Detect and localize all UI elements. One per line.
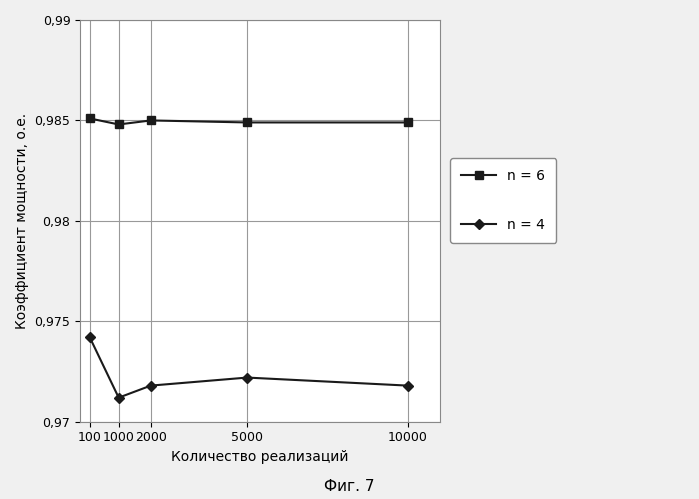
Y-axis label: Коэффициент мощности, о.е.: Коэффициент мощности, о.е. bbox=[15, 113, 29, 329]
n = 4 bbox=[115, 395, 123, 401]
Text: Фиг. 7: Фиг. 7 bbox=[324, 479, 375, 494]
n = 4 bbox=[85, 334, 94, 340]
n = 6 bbox=[85, 115, 94, 121]
n = 6 bbox=[115, 121, 123, 127]
n = 6 bbox=[147, 117, 155, 123]
Line: n = 4: n = 4 bbox=[86, 334, 411, 401]
n = 4 bbox=[147, 383, 155, 389]
n = 4 bbox=[243, 375, 252, 381]
X-axis label: Количество реализаций: Количество реализаций bbox=[171, 450, 349, 464]
n = 6 bbox=[403, 119, 412, 125]
Line: n = 6: n = 6 bbox=[85, 114, 412, 129]
n = 6 bbox=[243, 119, 252, 125]
n = 4 bbox=[403, 383, 412, 389]
Legend: n = 6, n = 4: n = 6, n = 4 bbox=[450, 158, 556, 244]
